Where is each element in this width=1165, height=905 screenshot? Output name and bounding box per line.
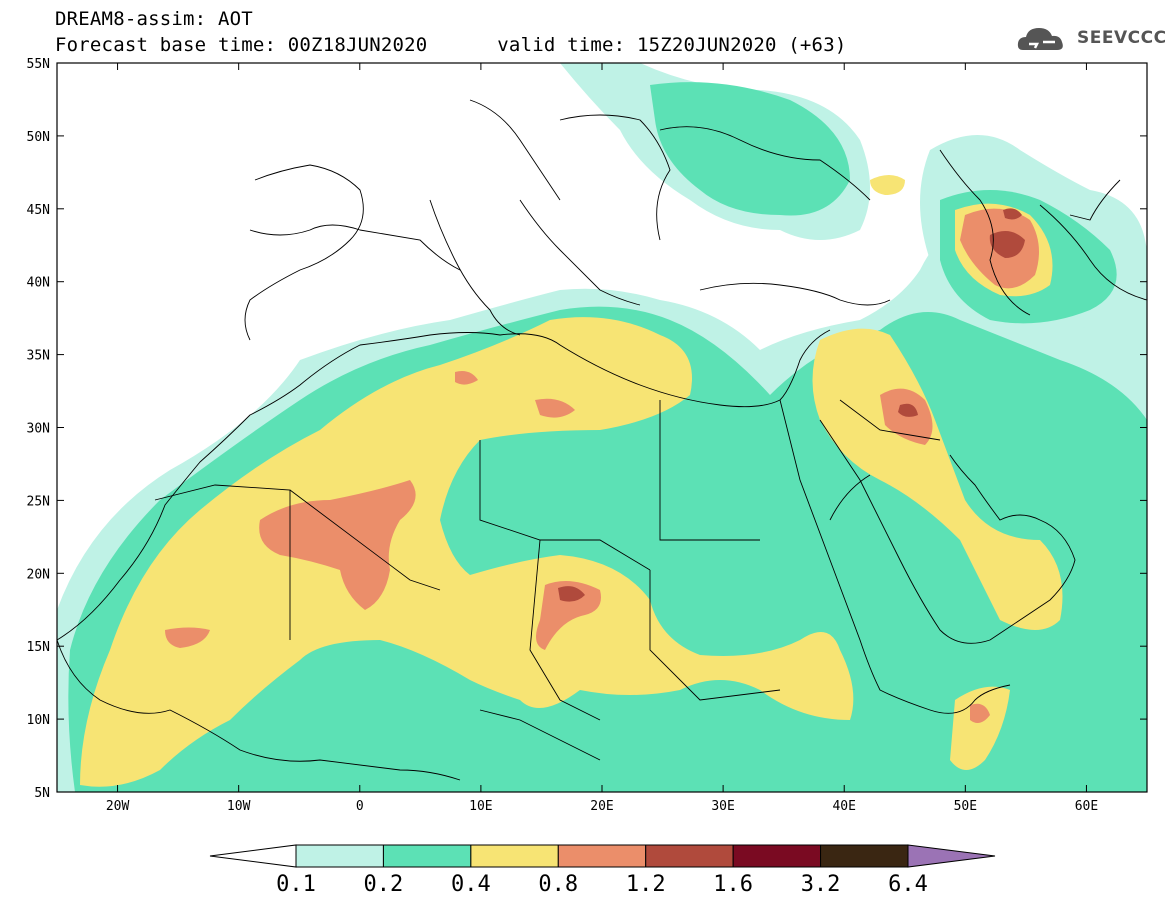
colorbar-boundary-label: 1.6 (713, 872, 754, 897)
aot-field (57, 63, 1147, 792)
lon-tick-label: 30E (711, 799, 734, 814)
colorbar-boundary-label: 1.2 (625, 872, 666, 897)
lat-tick-label: 30N (27, 422, 50, 437)
base-time: Forecast base time: 00Z18JUN2020 (55, 34, 428, 56)
aot-contour-0.4-ukraine (870, 175, 905, 195)
colorbar-boundary-label: 6.4 (888, 872, 928, 897)
colorbar-swatch (820, 844, 909, 868)
lon-tick-label: 0 (356, 799, 364, 814)
aot-contour-0.8-chad (536, 581, 601, 650)
colorbar-swatch (732, 844, 822, 868)
colorbar-under-triangle (209, 844, 297, 868)
colorbar-over-triangle (907, 844, 996, 868)
lat-tick-label: 35N (27, 349, 50, 364)
colorbar-swatch (557, 844, 647, 868)
aot-contour-0.8-tunisia (455, 371, 478, 385)
colorbar (209, 844, 996, 868)
lat-tick-label: 45N (27, 203, 50, 218)
colorbar-boundary-label: 0.4 (450, 872, 491, 897)
aot-contour-0.4-somalia (950, 686, 1010, 770)
lon-tick-label: 40E (832, 799, 855, 814)
lon-tick-label: 60E (1075, 799, 1098, 814)
valid-time: valid time: 15Z20JUN2020 (+63) (497, 34, 847, 56)
lat-tick-label: 25N (27, 494, 50, 509)
logo-text: SEEVCCC (1077, 28, 1165, 48)
lon-tick-label: 10E (469, 799, 492, 814)
lon-tick-label: 50E (954, 799, 977, 814)
aot-contour-0.8-iraq (880, 388, 933, 445)
cloud-icon (1017, 28, 1063, 50)
aot-contour-0.8-sahara (259, 480, 416, 610)
colorbar-swatch (470, 844, 559, 868)
aot-contour-0.8-westafrica (165, 627, 210, 648)
lat-tick-label: 5N (34, 786, 50, 801)
lat-tick-label: 15N (27, 640, 50, 655)
seevccc-logo: SEEVCCC (1015, 22, 1165, 56)
axis-ticks (57, 62, 1147, 793)
colorbar-boundary-label: 0.1 (276, 872, 316, 897)
lat-tick-label: 40N (27, 276, 50, 291)
lat-tick-label: 50N (27, 130, 50, 145)
longitude-labels: 20W 10W 0 10E 20E 30E 40E 50E 60E (106, 799, 1098, 814)
aot-contour-0.8-libya (535, 398, 575, 418)
aot-contour-0.4 (80, 317, 854, 787)
colorbar-boundary-label: 0.2 (363, 872, 404, 897)
latitude-labels: 55N 50N 45N 40N 35N 30N 25N 20N 15N 10N 5N (27, 57, 50, 801)
aot-contour-0.4-east (812, 328, 1063, 630)
colorbar-swatch (645, 844, 734, 868)
colorbar-boundary-label: 0.8 (538, 872, 579, 897)
lon-tick-label: 20W (106, 799, 130, 814)
lat-tick-label: 55N (27, 57, 50, 72)
colorbar-swatch (295, 844, 384, 868)
aot-contour-0.8-somalia (970, 703, 990, 724)
aot-contour-0.2-north (650, 82, 850, 216)
lat-tick-label: 20N (27, 567, 50, 582)
time-info: Forecast base time: 00Z18JUN2020 valid t… (55, 34, 846, 56)
colorbar-boundary-label: 3.2 (800, 872, 841, 897)
lat-tick-label: 10N (27, 713, 50, 728)
lon-tick-label: 20E (590, 799, 613, 814)
coastlines (57, 99, 1147, 781)
lon-tick-label: 10W (227, 799, 251, 814)
map-title: DREAM8-assim: AOT (55, 8, 253, 30)
colorbar-swatch (382, 844, 472, 868)
